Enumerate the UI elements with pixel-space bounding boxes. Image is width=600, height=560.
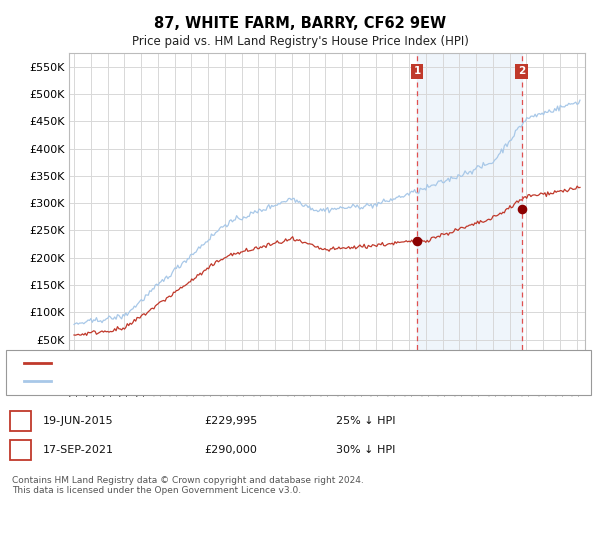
Text: 2: 2 bbox=[518, 66, 525, 76]
Text: £229,995: £229,995 bbox=[204, 416, 257, 426]
Text: 25% ↓ HPI: 25% ↓ HPI bbox=[336, 416, 395, 426]
Point bbox=[412, 237, 422, 246]
Text: Price paid vs. HM Land Registry's House Price Index (HPI): Price paid vs. HM Land Registry's House … bbox=[131, 35, 469, 48]
Text: 1: 1 bbox=[17, 416, 24, 426]
Text: 87, WHITE FARM, BARRY, CF62 9EW: 87, WHITE FARM, BARRY, CF62 9EW bbox=[154, 16, 446, 31]
Text: 87, WHITE FARM, BARRY, CF62 9EW (detached house): 87, WHITE FARM, BARRY, CF62 9EW (detache… bbox=[55, 358, 335, 368]
Text: 2: 2 bbox=[17, 445, 24, 455]
Text: 17-SEP-2021: 17-SEP-2021 bbox=[43, 445, 114, 455]
Text: 1: 1 bbox=[413, 66, 421, 76]
Text: 30% ↓ HPI: 30% ↓ HPI bbox=[336, 445, 395, 455]
Bar bbox=[417, 53, 521, 367]
Text: Contains HM Land Registry data © Crown copyright and database right 2024.
This d: Contains HM Land Registry data © Crown c… bbox=[12, 476, 364, 496]
Text: 19-JUN-2015: 19-JUN-2015 bbox=[43, 416, 114, 426]
Text: HPI: Average price, detached house, Vale of Glamorgan: HPI: Average price, detached house, Vale… bbox=[55, 376, 344, 386]
Point bbox=[517, 204, 526, 213]
Text: £290,000: £290,000 bbox=[204, 445, 257, 455]
